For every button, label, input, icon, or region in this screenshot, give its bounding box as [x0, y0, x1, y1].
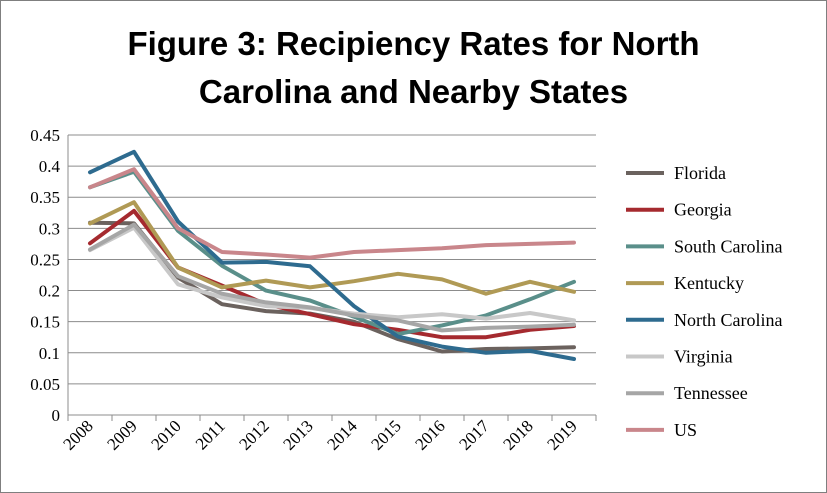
y-tick-label: 0.25 [30, 250, 60, 269]
x-tick-label: 2012 [235, 416, 272, 453]
y-tick-label: 0.45 [30, 126, 60, 145]
legend-item-north-carolina: North Carolina [626, 310, 782, 330]
legend-item-florida: Florida [626, 163, 726, 183]
x-tick-label: 2011 [192, 416, 229, 453]
x-tick-labels: 2008 2009 2010 2011 2012 2013 2014 2015 2016 2017… [59, 416, 580, 454]
legend-label: US [674, 420, 697, 440]
legend: Florida Georgia South Carolina Kentucky Nort… [626, 163, 783, 440]
y-tick-label: 0.15 [30, 313, 60, 332]
series-line-us [88, 167, 576, 260]
x-tick-label: 2010 [147, 416, 184, 453]
x-tick-label: 2016 [411, 416, 448, 453]
legend-item-virginia: Virginia [626, 347, 733, 367]
legend-label: Tennessee [674, 383, 748, 403]
legend-label: Georgia [674, 200, 732, 220]
x-tick-label: 2008 [59, 416, 96, 453]
legend-item-us: US [626, 420, 697, 440]
x-tick-label: 2017 [455, 416, 493, 454]
legend-label: Kentucky [674, 273, 744, 293]
legend-label: Florida [674, 163, 726, 183]
series-line-kentucky [88, 200, 576, 296]
x-tick-label: 2014 [323, 416, 361, 454]
y-tick-label: 0 [52, 406, 61, 425]
chart-title: Figure 3: Recipiency Rates for North Car… [0, 20, 827, 116]
axes [67, 135, 597, 421]
x-tick-label: 2013 [279, 416, 316, 453]
x-tick-label: 2018 [499, 416, 536, 453]
chart-title-line-1: Figure 3: Recipiency Rates for North [127, 25, 700, 62]
legend-item-georgia: Georgia [626, 200, 732, 220]
y-tick-label: 0.35 [30, 188, 60, 207]
y-tick-label: 0.2 [39, 282, 60, 301]
legend-label: Virginia [674, 347, 733, 367]
series-line-north-carolina [88, 149, 576, 361]
chart-title-line-2: Carolina and Nearby States [198, 73, 629, 110]
legend-item-kentucky: Kentucky [626, 273, 744, 293]
y-tick-label: 0.1 [39, 344, 60, 363]
legend-item-south-carolina: South Carolina [626, 236, 783, 256]
x-tick-label: 2009 [103, 416, 140, 453]
legend-label: North Carolina [674, 310, 782, 330]
series-lines [88, 149, 576, 361]
x-tick-label: 2015 [367, 416, 404, 453]
y-tick-label: 0.05 [30, 375, 60, 394]
y-tick-label: 0.4 [39, 157, 61, 176]
y-tick-label: 0.3 [39, 219, 60, 238]
series-line-tennessee [88, 222, 576, 333]
y-tick-labels: 0 0.05 0.1 0.15 0.2 0.25 0.3 0.35 0.4 0.45 [30, 126, 60, 425]
x-tick-label: 2019 [543, 416, 580, 453]
legend-item-tennessee: Tennessee [626, 383, 748, 403]
legend-label: South Carolina [674, 236, 783, 256]
